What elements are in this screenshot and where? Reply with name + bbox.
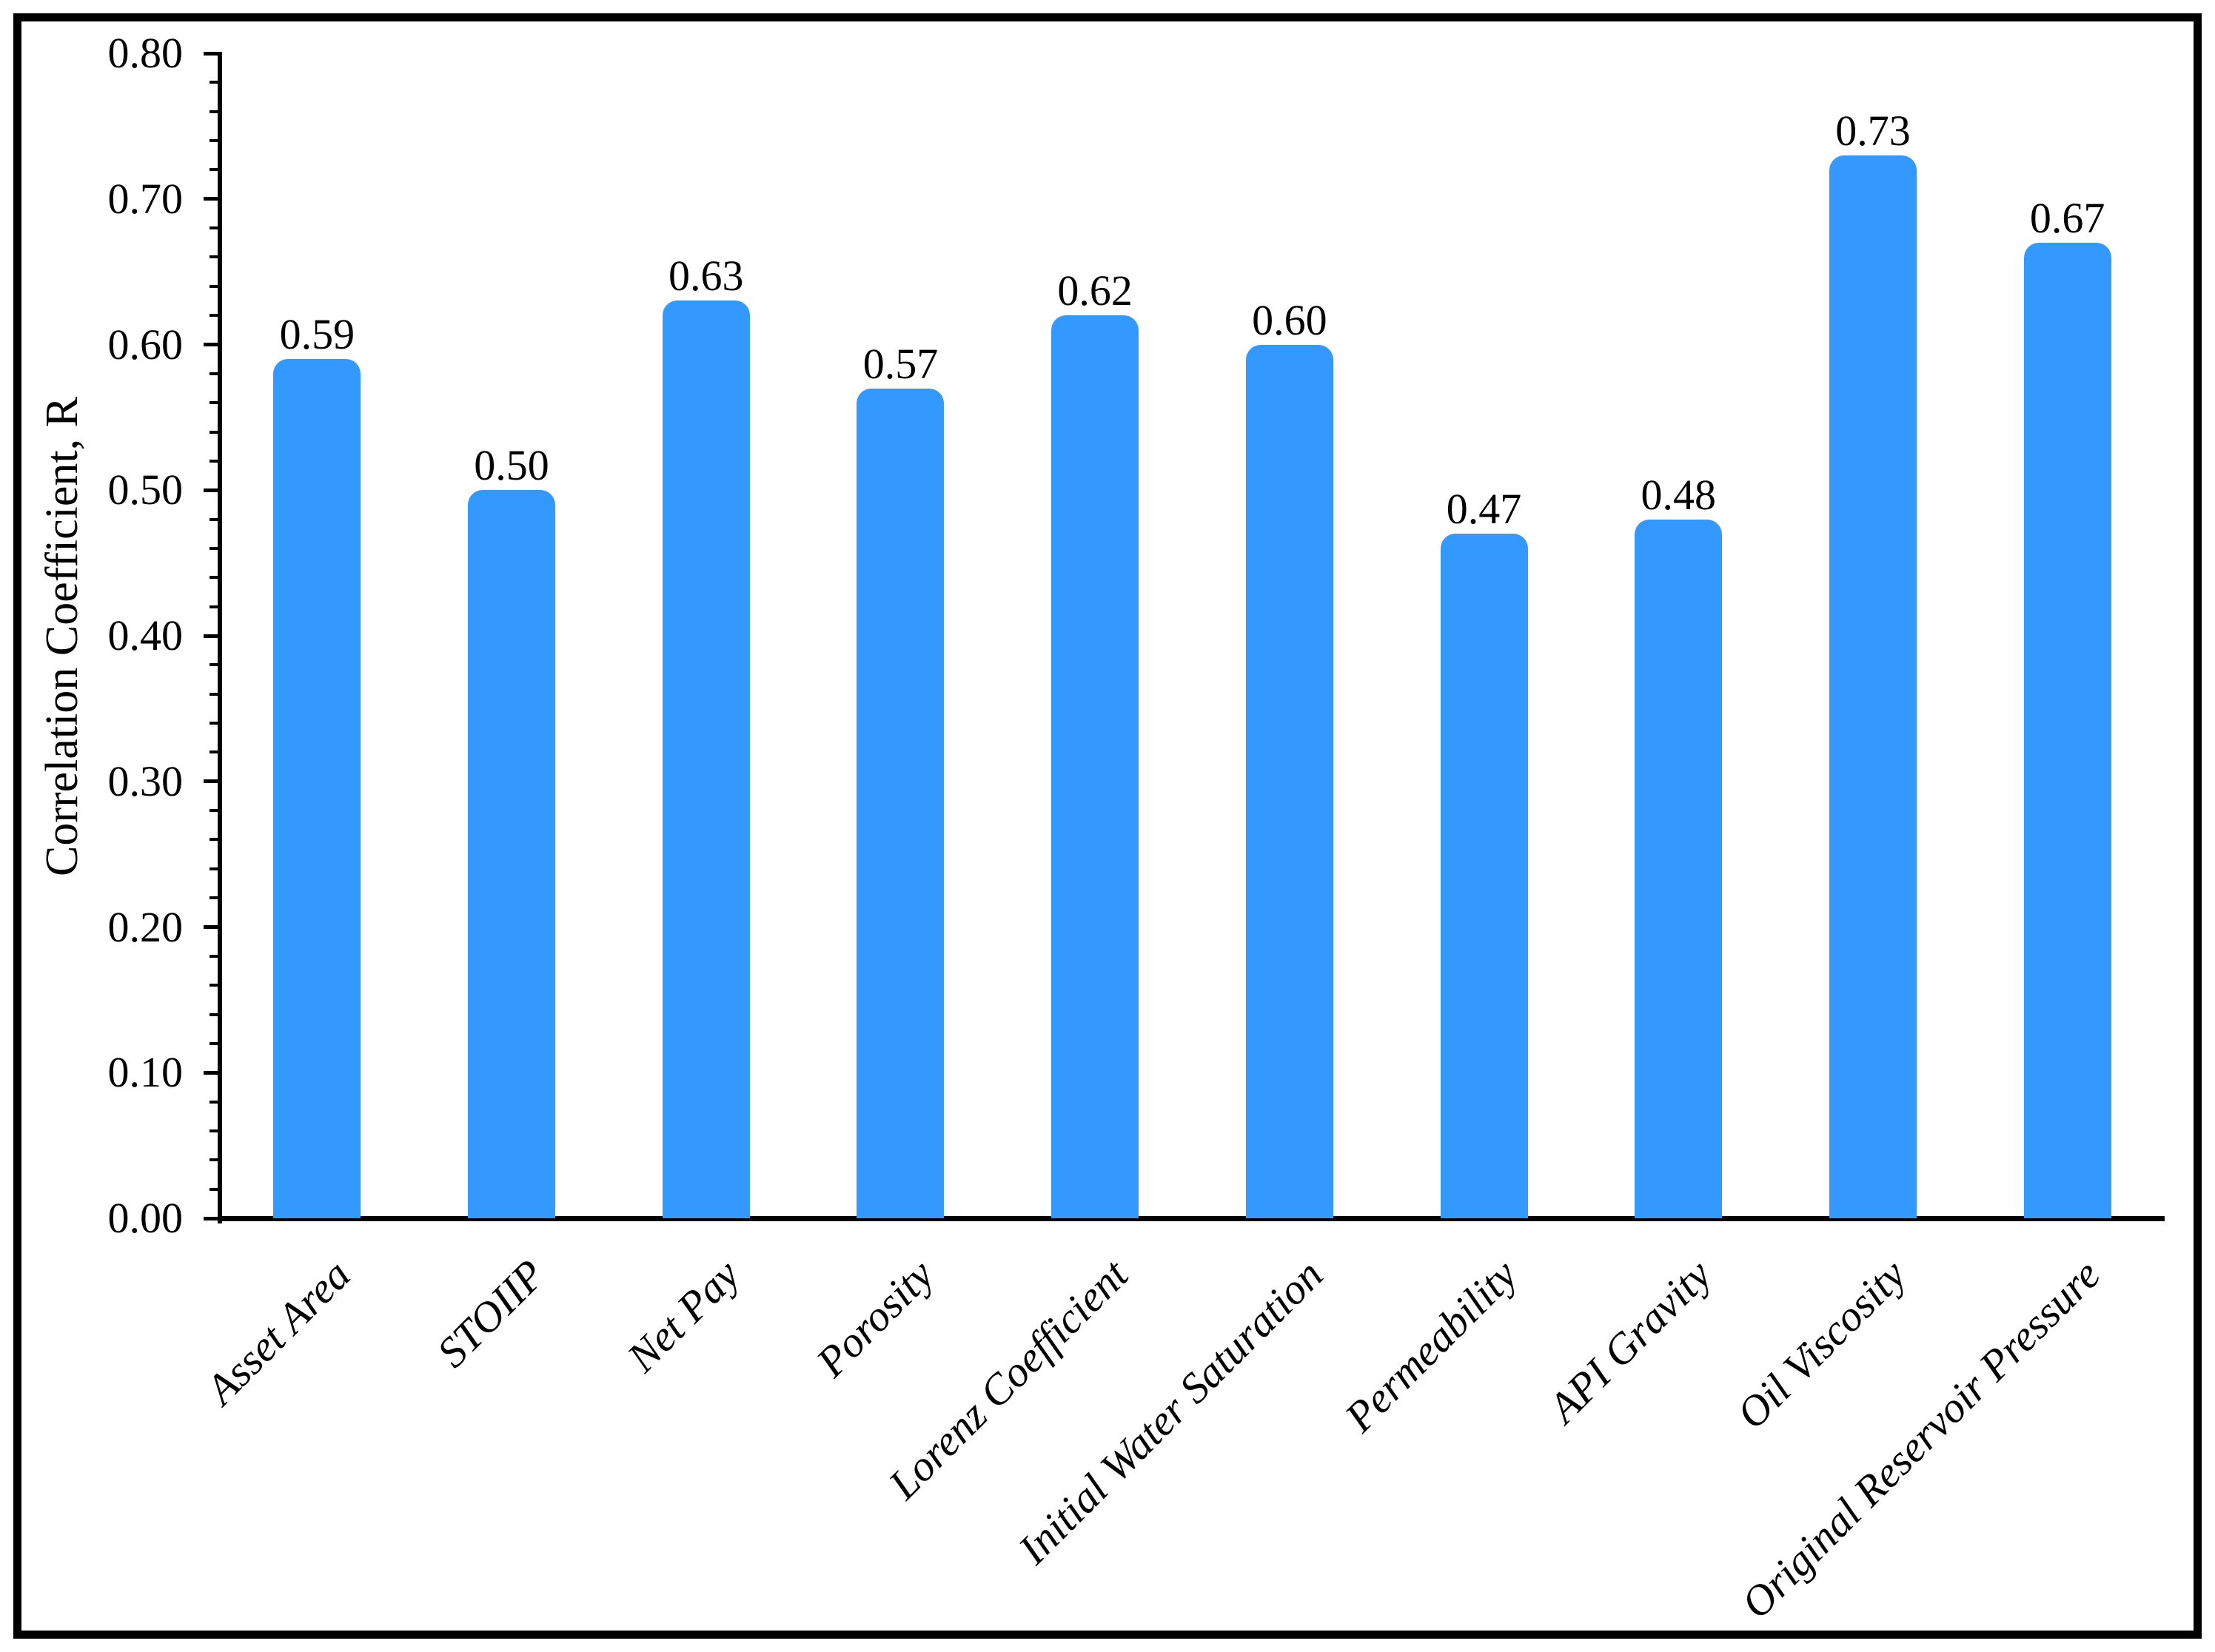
bar xyxy=(1440,534,1528,1218)
y-axis-line xyxy=(218,52,222,1223)
y-tick-label: 0.00 xyxy=(107,1194,184,1242)
bar xyxy=(662,300,750,1218)
bar xyxy=(857,388,945,1218)
y-minor-tick xyxy=(210,1129,220,1132)
y-major-tick xyxy=(204,779,220,784)
y-major-tick xyxy=(204,343,220,346)
bar xyxy=(468,490,556,1218)
bar xyxy=(1051,315,1139,1218)
bar-value-label: 0.48 xyxy=(1641,470,1717,519)
y-minor-tick xyxy=(210,605,220,608)
y-tick-label: 0.80 xyxy=(107,29,184,77)
y-minor-tick xyxy=(210,314,220,318)
bar xyxy=(1635,519,1723,1218)
y-tick-label: 0.50 xyxy=(107,466,184,514)
bar-value-label: 0.62 xyxy=(1057,266,1133,315)
y-minor-tick xyxy=(210,110,220,113)
y-tick-label: 0.70 xyxy=(107,174,184,223)
y-tick-label: 0.40 xyxy=(107,611,184,659)
y-axis-title: Correlation Coefficient, R xyxy=(37,397,87,876)
y-major-tick xyxy=(204,1070,220,1075)
bar-value-label: 0.73 xyxy=(1835,106,1911,155)
bar xyxy=(273,359,361,1218)
y-minor-tick xyxy=(210,1013,220,1016)
y-tick-label: 0.30 xyxy=(107,756,184,805)
y-minor-tick xyxy=(210,81,220,84)
y-minor-tick xyxy=(210,139,220,143)
bar xyxy=(1829,155,1917,1218)
y-minor-tick xyxy=(210,1158,220,1162)
y-major-tick xyxy=(204,634,220,638)
y-minor-tick xyxy=(210,751,220,754)
y-minor-tick xyxy=(210,576,220,580)
y-minor-tick xyxy=(210,459,220,463)
y-major-tick xyxy=(204,488,220,492)
bar-value-label: 0.50 xyxy=(474,441,549,490)
y-tick-label: 0.10 xyxy=(107,1048,184,1097)
bar xyxy=(1245,344,1333,1218)
y-minor-tick xyxy=(210,838,220,842)
y-minor-tick xyxy=(210,430,220,434)
bar-value-label: 0.60 xyxy=(1252,295,1327,344)
y-minor-tick xyxy=(210,168,220,172)
x-axis-line xyxy=(218,1216,2165,1221)
y-minor-tick xyxy=(210,867,220,870)
y-major-tick xyxy=(204,197,220,201)
y-major-tick xyxy=(204,925,220,929)
bar-value-label: 0.59 xyxy=(279,310,355,359)
bar-value-label: 0.67 xyxy=(2029,193,2105,242)
bar-value-label: 0.63 xyxy=(668,252,744,300)
bar-value-label: 0.57 xyxy=(862,339,939,388)
y-minor-tick xyxy=(210,401,220,405)
bar xyxy=(2023,242,2111,1218)
y-minor-tick xyxy=(210,517,220,521)
y-major-tick xyxy=(204,1216,220,1220)
y-minor-tick xyxy=(210,954,220,958)
y-minor-tick xyxy=(210,809,220,813)
y-minor-tick xyxy=(210,896,220,900)
bar-value-label: 0.47 xyxy=(1446,485,1522,534)
y-minor-tick xyxy=(210,984,220,987)
y-minor-tick xyxy=(210,372,220,375)
y-minor-tick xyxy=(210,1187,220,1191)
y-minor-tick xyxy=(210,546,220,550)
y-major-tick xyxy=(204,51,220,56)
y-tick-label: 0.20 xyxy=(107,902,184,951)
y-minor-tick xyxy=(210,692,220,696)
y-tick-label: 0.60 xyxy=(107,320,184,369)
y-minor-tick xyxy=(210,1041,220,1045)
y-minor-tick xyxy=(210,226,220,230)
y-minor-tick xyxy=(210,1100,220,1104)
y-minor-tick xyxy=(210,722,220,725)
figure-border-frame xyxy=(13,13,2202,1639)
y-minor-tick xyxy=(210,255,220,259)
y-minor-tick xyxy=(210,284,220,288)
y-minor-tick xyxy=(210,663,220,667)
